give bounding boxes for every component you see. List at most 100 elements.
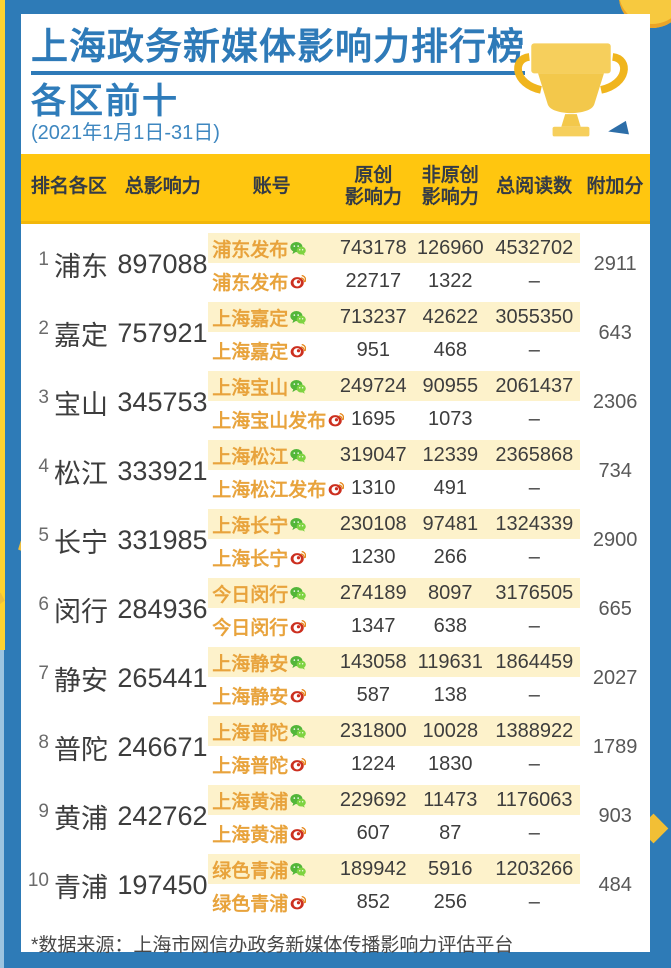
rank-district-cell: 4 松江 (21, 452, 117, 491)
total-reads-value: 1176063 (496, 788, 573, 811)
original-influence-value: 230108 (339, 512, 407, 535)
district-name: 青浦 (54, 873, 108, 904)
wechat-icon (290, 310, 307, 325)
original-influence-value: 743178 (339, 236, 407, 259)
rank-number: 3 (38, 386, 49, 408)
rank-number: 6 (38, 593, 49, 615)
account-name-cell: 上海嘉定 (208, 337, 334, 364)
district-name: 静安 (54, 666, 108, 697)
table-row: 3 宝山 345753 上海宝山 (21, 370, 650, 436)
weibo-icon (290, 550, 307, 565)
total-reads-value: 1203266 (495, 857, 574, 880)
table-row: 2 嘉定 757921 上海嘉定 (21, 301, 650, 367)
original-influence-value: 274189 (339, 581, 407, 604)
account-row-weibo: 上海长宁 (208, 542, 580, 572)
wechat-icon (290, 241, 307, 256)
rank-number: 1 (38, 248, 49, 270)
weibo-icon (290, 619, 307, 634)
table-row: 5 长宁 331985 上海长宁 (21, 508, 650, 574)
rank-district-cell: 1 浦东 (21, 245, 117, 284)
non-original-influence-value: 8097 (428, 581, 473, 604)
total-reads-value: – (528, 614, 540, 637)
district-name: 浦东 (54, 252, 108, 283)
account-subrows: 绿色青浦 (208, 854, 581, 917)
original-influence-value: 143058 (339, 650, 407, 673)
account-name-cell: 上海宝山发布 (208, 406, 345, 433)
account-row-wechat: 今日闵行 (208, 578, 581, 609)
total-reads-value: – (528, 545, 540, 568)
account-name: 今日闵行 (212, 584, 289, 606)
total-reads-value: – (528, 476, 540, 499)
bonus-score-value: 484 (598, 874, 632, 897)
account-name-cell: 绿色青浦 (208, 856, 334, 883)
wechat-icon (290, 517, 307, 532)
original-influence-value: 852 (356, 890, 390, 913)
account-name-cell: 浦东发布 (208, 268, 334, 295)
total-influence-value: 246671 (117, 732, 208, 763)
original-influence-value: 951 (356, 338, 390, 361)
account-name-cell: 上海宝山 (208, 373, 334, 400)
weibo-icon (290, 688, 307, 703)
account-row-wechat: 上海静安 (208, 647, 581, 678)
bonus-score-value: 2900 (592, 529, 638, 552)
original-influence-value: 1224 (351, 752, 396, 775)
account-row-weibo: 上海松江发布 (208, 473, 580, 503)
column-header-total-influence: 总影响力 (124, 176, 201, 198)
account-name-cell: 上海松江 (208, 442, 334, 469)
account-subrows: 上海普陀 (208, 716, 581, 779)
bonus-score-value: 643 (598, 322, 632, 345)
rank-district-cell: 2 嘉定 (21, 314, 117, 353)
total-reads-value: 1388922 (495, 719, 574, 742)
total-influence-value: 757921 (117, 318, 208, 349)
account-row-weibo: 今日闵行 (208, 611, 580, 641)
non-original-influence-value: 11473 (423, 788, 478, 811)
table-row: 9 黄浦 242762 上海黄浦 (21, 784, 650, 850)
rank-district-cell: 10 青浦 (21, 866, 117, 905)
district-name: 普陀 (54, 735, 108, 766)
total-influence-value: 242762 (117, 801, 208, 832)
weibo-icon (328, 412, 345, 427)
total-influence-value: 345753 (117, 387, 208, 418)
blue-triangle-decoration (608, 118, 631, 135)
account-name: 上海宝山发布 (212, 410, 327, 432)
non-original-influence-value: 90955 (422, 374, 479, 397)
original-influence-value: 1230 (351, 545, 396, 568)
account-row-weibo: 上海黄浦 (208, 818, 580, 848)
account-name: 上海松江 (212, 446, 289, 468)
total-reads-value: 4532702 (495, 236, 574, 259)
total-influence-value: 284936 (117, 594, 208, 625)
total-influence-value: 197450 (117, 870, 208, 901)
original-influence-value: 231800 (339, 719, 407, 742)
account-name: 上海静安 (212, 686, 289, 708)
weibo-icon (290, 826, 307, 841)
account-name-cell: 上海嘉定 (208, 304, 334, 331)
rank-district-cell: 7 静安 (21, 659, 117, 698)
district-name: 长宁 (54, 528, 108, 559)
rank-number: 9 (38, 800, 49, 822)
wechat-icon (290, 655, 307, 670)
district-name: 嘉定 (54, 321, 108, 352)
original-influence-value: 1310 (351, 476, 396, 499)
original-influence-value: 249724 (339, 374, 407, 397)
weibo-icon (290, 895, 307, 910)
bonus-score-value: 2306 (592, 391, 638, 414)
account-name: 上海嘉定 (212, 308, 289, 330)
account-subrows: 上海长宁 (208, 509, 581, 572)
weibo-icon (328, 481, 345, 496)
account-name-cell: 上海静安 (208, 682, 334, 709)
account-name: 上海宝山 (212, 377, 289, 399)
rank-district-cell: 8 普陀 (21, 728, 117, 767)
column-header-account: 账号 (252, 176, 291, 198)
account-name-cell: 上海松江发布 (208, 475, 345, 502)
non-original-influence-value: 491 (433, 476, 467, 499)
table-row: 10 青浦 197450 绿色青浦 (21, 853, 650, 919)
total-reads-value: – (528, 338, 540, 361)
rank-number: 10 (27, 869, 49, 891)
account-subrows: 上海静安 (208, 647, 581, 710)
non-original-influence-value: 87 (439, 821, 462, 844)
total-reads-value: 2365868 (495, 443, 574, 466)
total-influence-value: 333921 (117, 456, 208, 487)
account-name-cell: 今日闵行 (208, 580, 334, 607)
account-subrows: 上海嘉定 (208, 302, 581, 365)
account-name-cell: 上海黄浦 (208, 787, 334, 814)
